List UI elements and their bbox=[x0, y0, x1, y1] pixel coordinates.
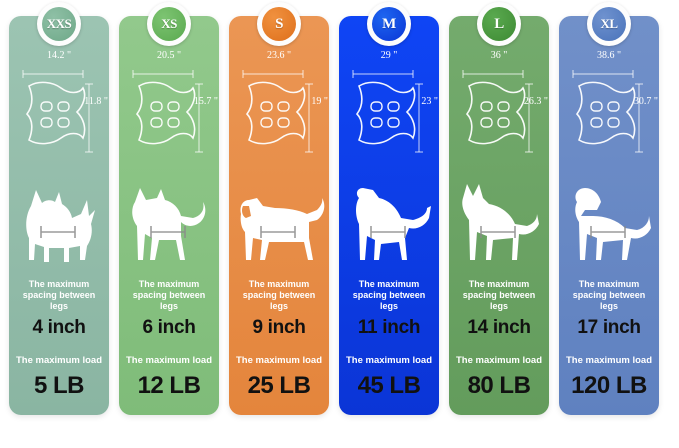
max-spacing-label: The maximum spacing between legs bbox=[132, 279, 206, 311]
size-panel-l: L 36 " 26.3 " The maximum spacing between l… bbox=[449, 2, 549, 415]
size-panel-m: M 29 " 23 " The maximum spacing between leg… bbox=[339, 2, 439, 415]
pad-height-label: 26.3 " bbox=[523, 96, 548, 107]
max-spacing-value: 11 inch bbox=[357, 317, 421, 338]
size-badge-m: M bbox=[367, 2, 411, 46]
size-badge-xs: XS bbox=[147, 2, 191, 46]
max-load-value: 5 LB bbox=[33, 372, 85, 399]
dog-illustration bbox=[119, 176, 219, 271]
max-load-label: The maximum load bbox=[565, 355, 653, 366]
dog-silhouette-icon bbox=[240, 198, 325, 260]
dog-illustration bbox=[559, 176, 659, 271]
size-badge-label: L bbox=[482, 7, 516, 41]
max-load-value: 80 LB bbox=[467, 372, 531, 399]
dog-silhouette-icon bbox=[462, 184, 539, 260]
size-panel-xl: XL 38.6 " 30.7 " The maximum spacing betwee… bbox=[559, 2, 659, 415]
panel-text-block: The maximum spacing between legs 4 inch Th… bbox=[9, 271, 109, 415]
pad-height-label: 30.7 " bbox=[633, 96, 658, 107]
pad-width-label: 29 " bbox=[380, 50, 398, 61]
max-load-label: The maximum load bbox=[345, 355, 433, 366]
pad-width-label: 14.2 " bbox=[46, 50, 72, 61]
max-load-value: 120 LB bbox=[571, 372, 647, 399]
panel-text-block: The maximum spacing between legs 11 inch T… bbox=[339, 271, 439, 415]
max-spacing-label: The maximum spacing between legs bbox=[572, 279, 646, 311]
max-spacing-value: 4 inch bbox=[32, 317, 86, 338]
dog-silhouette-icon bbox=[356, 188, 431, 260]
pad-diagram: 20.5 " 15.7 " bbox=[119, 44, 219, 174]
dog-silhouette-icon bbox=[26, 190, 95, 262]
size-badge-l: L bbox=[477, 2, 521, 46]
pad-height-label: 11.8 " bbox=[84, 96, 108, 107]
size-badge-xl: XL bbox=[587, 2, 631, 46]
max-spacing-label: The maximum spacing between legs bbox=[242, 279, 316, 311]
pad-width-label: 38.6 " bbox=[596, 50, 622, 61]
pad-diagram: 36 " 26.3 " bbox=[449, 44, 549, 174]
max-load-value: 45 LB bbox=[357, 372, 421, 399]
pad-diagram: 29 " 23 " bbox=[339, 44, 439, 174]
max-spacing-label: The maximum spacing between legs bbox=[352, 279, 426, 311]
max-load-label: The maximum load bbox=[125, 355, 213, 366]
pad-outline-icon bbox=[572, 70, 643, 153]
size-badge-xxs: XXS bbox=[37, 2, 81, 46]
max-spacing-label: The maximum spacing between legs bbox=[462, 279, 536, 311]
dog-silhouette-icon bbox=[575, 188, 651, 260]
pad-outline-icon bbox=[22, 70, 93, 153]
pad-outline-icon bbox=[462, 70, 533, 153]
pad-width-label: 36 " bbox=[490, 50, 508, 61]
max-load-label: The maximum load bbox=[235, 355, 323, 366]
size-badge-s: S bbox=[257, 2, 301, 46]
pad-diagram: 14.2 " 11.8 " bbox=[9, 44, 109, 174]
pad-outline-icon bbox=[242, 70, 313, 153]
panel-text-block: The maximum spacing between legs 17 inch T… bbox=[559, 271, 659, 415]
dog-illustration bbox=[9, 176, 109, 271]
pad-height-label: 15.7 " bbox=[193, 96, 218, 107]
size-badge-label: XXS bbox=[42, 7, 76, 41]
size-panel-xxs: XXS 14.2 " 11.8 " The maximum spacing betwe… bbox=[9, 2, 109, 415]
dog-illustration bbox=[339, 176, 439, 271]
pad-outline-icon bbox=[132, 70, 203, 153]
max-spacing-value: 17 inch bbox=[577, 317, 641, 338]
pad-diagram: 38.6 " 30.7 " bbox=[559, 44, 659, 174]
max-spacing-value: 9 inch bbox=[252, 317, 306, 338]
max-load-value: 25 LB bbox=[247, 372, 311, 399]
size-badge-label: XL bbox=[592, 7, 626, 41]
size-panel-s: S 23.6 " 19 " The maximum spacing between l… bbox=[229, 2, 329, 415]
max-spacing-value: 6 inch bbox=[142, 317, 196, 338]
size-badge-label: S bbox=[262, 7, 296, 41]
size-badge-label: M bbox=[372, 7, 406, 41]
pad-diagram: 23.6 " 19 " bbox=[229, 44, 329, 174]
panel-text-block: The maximum spacing between legs 6 inch Th… bbox=[119, 271, 219, 415]
panel-text-block: The maximum spacing between legs 14 inch T… bbox=[449, 271, 549, 415]
max-load-label: The maximum load bbox=[15, 355, 103, 366]
panel-text-block: The maximum spacing between legs 9 inch Th… bbox=[229, 271, 329, 415]
pad-height-label: 19 " bbox=[311, 96, 328, 107]
pad-height-label: 23 " bbox=[421, 96, 438, 107]
pad-outline-icon bbox=[352, 70, 423, 153]
pad-width-label: 20.5 " bbox=[156, 50, 182, 61]
dog-silhouette-icon bbox=[132, 188, 206, 260]
max-load-label: The maximum load bbox=[455, 355, 543, 366]
size-badge-label: XS bbox=[152, 7, 186, 41]
max-spacing-value: 14 inch bbox=[467, 317, 531, 338]
pad-width-label: 23.6 " bbox=[266, 50, 292, 61]
dog-illustration bbox=[229, 176, 329, 271]
max-spacing-label: The maximum spacing between legs bbox=[22, 279, 96, 311]
max-load-value: 12 LB bbox=[137, 372, 201, 399]
size-panel-xs: XS 20.5 " 15.7 " The maximum spacing betwee… bbox=[119, 2, 219, 415]
dog-illustration bbox=[449, 176, 549, 271]
